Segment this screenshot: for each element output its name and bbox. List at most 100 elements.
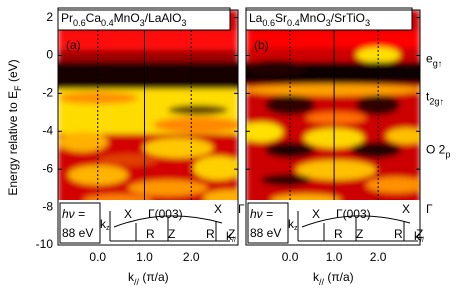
inset-point: R (394, 227, 403, 241)
x-tick-label: 1.0 (136, 250, 153, 264)
inset-axes (109, 211, 230, 242)
inset-kpar-part: k (414, 229, 421, 243)
panel-title-part: 3 (140, 18, 145, 28)
y-tick-label: 0 (46, 48, 53, 62)
inset-point: Γ (426, 202, 433, 216)
panel-title: Pr0.6Ca0.4MnO3/LaAlO3 (61, 11, 186, 28)
photon-box (247, 202, 289, 244)
inset-kpar-part: // (232, 237, 236, 244)
panel-title-part: /SrTiO (331, 11, 365, 25)
y-tick-label: -4 (42, 123, 53, 137)
x-axis-label-part: (π/a) (139, 270, 169, 284)
band-annotation-part: e (426, 52, 433, 66)
inset-axes (297, 211, 418, 242)
y-axis-label-part: (eV) (6, 59, 20, 85)
panel-title-part: 3 (365, 18, 370, 28)
intensity-feature (98, 154, 158, 166)
intensity-feature (265, 95, 315, 115)
inset-kpar-part: // (420, 237, 424, 244)
x-axis-label: k// (π/a) (128, 270, 169, 287)
x-axis-label-part: // (319, 277, 325, 287)
x-tick-label: 0.0 (282, 250, 299, 264)
x-tick-label: 1.0 (326, 250, 343, 264)
x-tick-label: 2.0 (183, 250, 200, 264)
panel-title-part: 0.4 (101, 18, 114, 28)
y-tick-label: -8 (42, 199, 53, 213)
intensity-band (58, 30, 238, 50)
x-axis-label-part: // (134, 277, 140, 287)
panel-label: (b) (254, 38, 269, 52)
x-axis-label-part: k (313, 270, 320, 284)
x-tick-label: 0.0 (89, 250, 106, 264)
panel-frame (245, 9, 421, 246)
intensity-feature (306, 112, 366, 124)
x-axis-label: k// (π/a) (313, 270, 354, 287)
intensity-feature (386, 128, 420, 144)
intensity-feature (128, 180, 208, 196)
panel-title-part: 3 (326, 18, 331, 28)
x-tick-label: 2.0 (370, 250, 387, 264)
intensity-feature (351, 142, 401, 158)
panel-title: La0.6Sr0.4MnO3/SrTiO3 (249, 11, 370, 28)
intensity-feature (168, 105, 228, 115)
band-annotation: t2g↑ (426, 90, 444, 107)
intensity-feature (246, 60, 306, 76)
band-annotation-part: O 2 (426, 143, 446, 157)
inset-point: R (334, 227, 343, 241)
panel-title-part: 3 (181, 18, 186, 28)
y-axis-label-part: F (13, 85, 23, 91)
inset-point: Z (168, 227, 175, 241)
intensity-feature (246, 84, 420, 96)
panel-title-part: 0.6 (262, 18, 275, 28)
inset-point: Γ(003) (148, 207, 183, 221)
inset-kz-part: z (294, 225, 298, 232)
band-annotation-part: g↑ (433, 59, 443, 69)
panel-title-part: Pr (61, 11, 73, 25)
y-tick-label: -6 (42, 161, 53, 175)
y-axis-label-part: Energy relative to E (6, 91, 20, 196)
inset-point: X (312, 207, 320, 221)
intensity-feature (296, 160, 376, 180)
band-annotation: O 2p (426, 143, 450, 160)
band-annotation: eg↑ (426, 52, 442, 69)
intensity-feature (261, 174, 311, 186)
intensity-feature (366, 177, 420, 193)
band-annotation-part: t (426, 90, 430, 104)
inset-point: Z (228, 227, 235, 241)
inset-point: R (206, 227, 215, 241)
inset-point: Z (356, 227, 363, 241)
inset-point: R (146, 227, 155, 241)
y-tick-label: 2 (46, 10, 53, 24)
photon-energy: 88 eV (62, 226, 93, 240)
panel-frame (57, 9, 239, 246)
intensity-feature (356, 95, 400, 115)
inset-point: X (214, 202, 222, 216)
photon-symbol: hν = (250, 207, 273, 221)
inset-point: X (402, 202, 410, 216)
intensity-feature (143, 138, 213, 158)
photon-energy: 88 eV (250, 226, 281, 240)
inset-point: Γ(003) (336, 207, 371, 221)
x-axis-label-part: k (128, 270, 135, 284)
intensity-feature (58, 132, 108, 152)
panel-title-part: /LaAlO (145, 11, 182, 25)
inset-point: X (124, 207, 132, 221)
panel-title-part: Ca (86, 11, 102, 25)
inset-point: Γ (238, 202, 245, 216)
inset-kz-part: z (106, 225, 110, 232)
intensity-feature (246, 122, 283, 142)
intensity-feature (153, 117, 238, 133)
panel-title-part: MnO (300, 11, 326, 25)
band-annotation-part: 2g↑ (429, 97, 444, 107)
panel-title-part: MnO (114, 11, 140, 25)
intensity-map (58, 10, 238, 245)
y-tick-label: -2 (42, 86, 53, 100)
panel-title-part: La (249, 11, 263, 25)
photon-box (59, 202, 101, 244)
intensity-band (246, 30, 420, 48)
y-tick-label: -10 (36, 237, 54, 251)
intensity-band (58, 62, 238, 89)
band-annotation-part: p (445, 150, 450, 160)
inset-kpar-part: k (226, 229, 233, 243)
